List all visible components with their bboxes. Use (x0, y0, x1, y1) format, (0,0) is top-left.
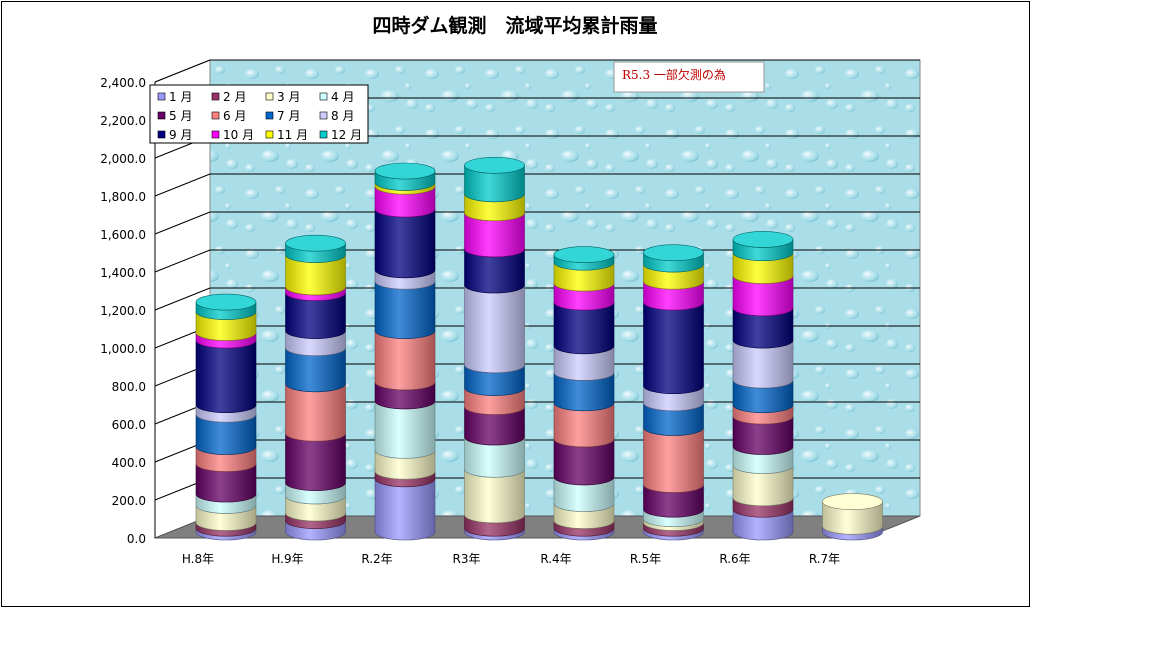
legend-label: 11 月 (277, 128, 308, 142)
legend-label: 3 月 (277, 90, 300, 104)
legend-swatch (319, 111, 328, 120)
legend-swatch (211, 130, 220, 139)
legend-swatch (211, 111, 220, 120)
bar-top (822, 493, 883, 510)
bar-segment (374, 400, 436, 459)
annotation-box: R5.3 一部欠測の為 (613, 61, 765, 93)
x-tick-label: R.7年 (809, 552, 840, 566)
y-tick-label: 2,200.0 (100, 114, 146, 128)
y-tick-label: 400.0 (112, 456, 146, 470)
y-tick-label: 1,000.0 (100, 342, 146, 356)
x-tick-label: R.6年 (719, 552, 750, 566)
legend-swatch (157, 111, 166, 120)
x-tick-labels: H.8年 H.9年 R.2年 R3年 R.4年 R.5年 R.6年 R.7年 (182, 552, 840, 566)
legend-swatch (157, 92, 166, 101)
legend-label: 9 月 (169, 128, 192, 142)
legend-swatch (319, 130, 328, 139)
bar-stack (285, 234, 346, 541)
y-tick-label: 800.0 (112, 380, 146, 394)
x-tick-label: R3年 (453, 552, 481, 566)
y-tick-label: 600.0 (112, 418, 146, 432)
y-tick-label: 1,400.0 (100, 266, 146, 280)
x-tick-label: H.8年 (182, 552, 214, 566)
bar-top (464, 157, 525, 174)
bar-segment (285, 383, 346, 442)
legend-box (149, 84, 369, 144)
bar-segment (374, 330, 436, 391)
legend-label: 2 月 (223, 90, 246, 104)
bar-top (374, 162, 436, 180)
legend-label: 4 月 (331, 90, 354, 104)
bar-stack (732, 231, 794, 541)
x-tick-label: R.4年 (540, 552, 571, 566)
bar-top (732, 231, 794, 248)
y-tick-label: 2,400.0 (100, 76, 146, 90)
gridline-side (154, 287, 211, 311)
legend-swatch (211, 92, 220, 101)
legend-label: 7 月 (277, 109, 300, 123)
gridline-side (154, 249, 211, 273)
bar-stack (643, 244, 704, 541)
y-tick-label: 0.0 (127, 532, 146, 546)
gridline-side (154, 211, 211, 235)
bars-group (195, 157, 883, 541)
y-tick-label: 200.0 (112, 494, 146, 508)
bar-segment (374, 478, 436, 541)
legend-swatch (265, 130, 274, 139)
x-tick-label: R.2年 (361, 552, 392, 566)
legend-label: 5 月 (169, 109, 192, 123)
y-tick-label: 1,600.0 (100, 228, 146, 242)
floor (154, 515, 921, 539)
legend-label: 1 月 (169, 90, 192, 104)
bar-stack (822, 493, 883, 541)
gridline-side (154, 173, 211, 197)
legend-label: 6 月 (223, 109, 246, 123)
bar-top (553, 246, 615, 263)
x-tick-label: H.9年 (271, 552, 303, 566)
legend-label: 8 月 (331, 109, 354, 123)
bar-segment (285, 433, 346, 491)
x-tick-label: R.5年 (630, 552, 661, 566)
bar-stack (464, 157, 525, 541)
bar-segment (195, 340, 257, 413)
y-tick-label: 1,200.0 (100, 304, 146, 318)
legend-swatch (265, 92, 274, 101)
legend-swatch (157, 130, 166, 139)
legend: 1 月 2 月 3 月 4 月 5 月 6 月 7 月 8 月 9 月 10 月 11 月 12 月 (149, 84, 369, 144)
legend-swatch (319, 92, 328, 101)
bar-top (643, 244, 704, 261)
bar-segment (643, 427, 704, 493)
bar-stack (553, 246, 615, 541)
bar-top (285, 234, 346, 252)
bar-segment (374, 208, 436, 279)
legend-label: 10 月 (223, 128, 254, 142)
bar-segment (464, 284, 525, 374)
bar-stack (374, 162, 436, 541)
bar-segment (643, 302, 704, 394)
legend-swatch (265, 111, 274, 120)
y-tick-label: 1,800.0 (100, 190, 146, 204)
chart-title: 四時ダム観測 流域平均累計雨量 (372, 14, 657, 37)
bar-segment (374, 281, 436, 339)
annotation-text: R5.3 一部欠測の為 (622, 67, 726, 82)
bar-stack (195, 293, 257, 541)
y-tick-label: 2,000.0 (100, 152, 146, 166)
gridline-side (154, 59, 211, 83)
bar-top (195, 293, 257, 311)
legend-label: 12 月 (331, 128, 362, 142)
